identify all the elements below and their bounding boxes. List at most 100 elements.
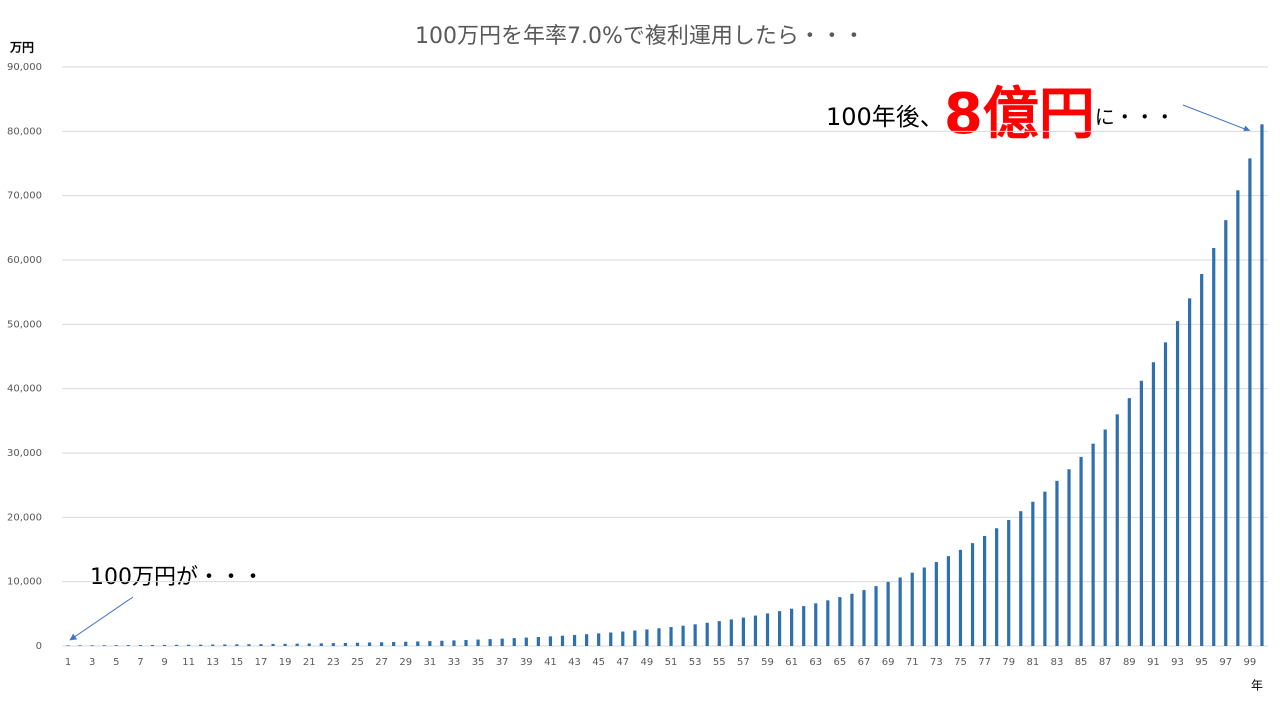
x-tick-label: 15 [231,657,244,668]
bar [1188,298,1192,646]
x-tick-label: 17 [255,657,268,668]
bar [1031,501,1035,646]
bar [669,627,673,646]
arrow [69,596,134,641]
bar [934,562,938,646]
x-tick-label: 49 [641,657,654,668]
x-tick-label: 89 [1123,657,1136,668]
bar [910,572,914,646]
bar [898,577,902,646]
x-tick-label: 97 [1219,657,1232,668]
bar [199,644,203,646]
bar [1236,190,1240,647]
bar [1091,443,1095,646]
bar [814,603,818,646]
bar [319,643,323,646]
bar [1019,511,1023,646]
x-tick-label: 55 [713,657,726,668]
bar [1127,398,1131,646]
x-tick-label: 43 [568,657,581,668]
bar [1067,469,1071,646]
bar [862,590,866,646]
y-tick-label: 30,000 [7,448,42,459]
y-tick-label: 60,000 [7,255,42,266]
x-tick-label: 13 [206,657,219,668]
x-tick-label: 63 [809,657,822,668]
x-tick-label: 33 [448,657,461,668]
bar [1103,429,1107,646]
x-tick-label: 77 [978,657,991,668]
bar [138,645,142,646]
bar [464,639,468,646]
x-tick-label: 37 [496,657,509,668]
x-tick-label: 75 [954,657,967,668]
bar [777,611,782,646]
bar [850,593,854,646]
bar [874,586,878,646]
x-tick-label: 59 [761,657,774,668]
x-axis-label: 年 [1251,679,1263,693]
bar [1224,220,1228,646]
x-tick-label: 53 [689,657,702,668]
x-tick-label: 95 [1195,657,1208,668]
x-tick-label: 51 [665,657,678,668]
bar [536,636,540,646]
x-tick-label: 19 [279,657,292,668]
bar [126,645,130,646]
x-tick-label: 29 [399,657,412,668]
bar [488,639,492,646]
y-tick-label: 0 [36,641,42,652]
bar [1200,274,1204,646]
bar [174,644,179,646]
y-axis-label: 万円 [9,41,34,55]
bar [367,642,372,646]
x-tick-label: 65 [834,657,847,668]
bar [765,613,770,646]
bar [1055,480,1059,646]
start-annotation: 100万円が・・・ [90,565,264,590]
bar [657,628,661,646]
bar [392,642,396,646]
bar [548,636,553,646]
bar [150,644,155,646]
x-tick-label: 1 [65,657,71,668]
bar [440,640,444,646]
bar [428,641,432,646]
x-tick-label: 87 [1099,657,1112,668]
x-tick-label: 41 [544,657,557,668]
bar [404,641,408,646]
bar [235,644,239,646]
x-tick-label: 47 [616,657,629,668]
bar [259,644,263,646]
bar [705,622,709,646]
bar [211,644,215,646]
x-tick-label: 35 [472,657,485,668]
x-tick-label: 57 [737,657,750,668]
bar [982,535,987,646]
bar [1260,124,1264,646]
bar [283,643,287,646]
bar [1043,491,1047,646]
x-tick-label: 11 [182,657,195,668]
y-tick-label: 70,000 [7,191,42,202]
x-tick-label: 61 [785,657,798,668]
x-tick-label: 93 [1171,657,1184,668]
x-tick-label: 67 [858,657,871,668]
bar [560,635,565,646]
bar [995,528,999,646]
arrow [1182,104,1251,132]
bar [802,606,806,646]
bar [1115,414,1119,646]
y-tick-label: 90,000 [7,62,42,73]
bar [1163,342,1168,646]
bar [922,567,926,646]
bar [1248,158,1252,646]
bar [102,645,106,646]
bar [729,619,733,646]
x-tick-label: 81 [1026,657,1039,668]
x-tick-label: 5 [113,657,119,668]
bar [645,629,649,646]
bar [247,644,251,646]
bar [90,645,94,646]
